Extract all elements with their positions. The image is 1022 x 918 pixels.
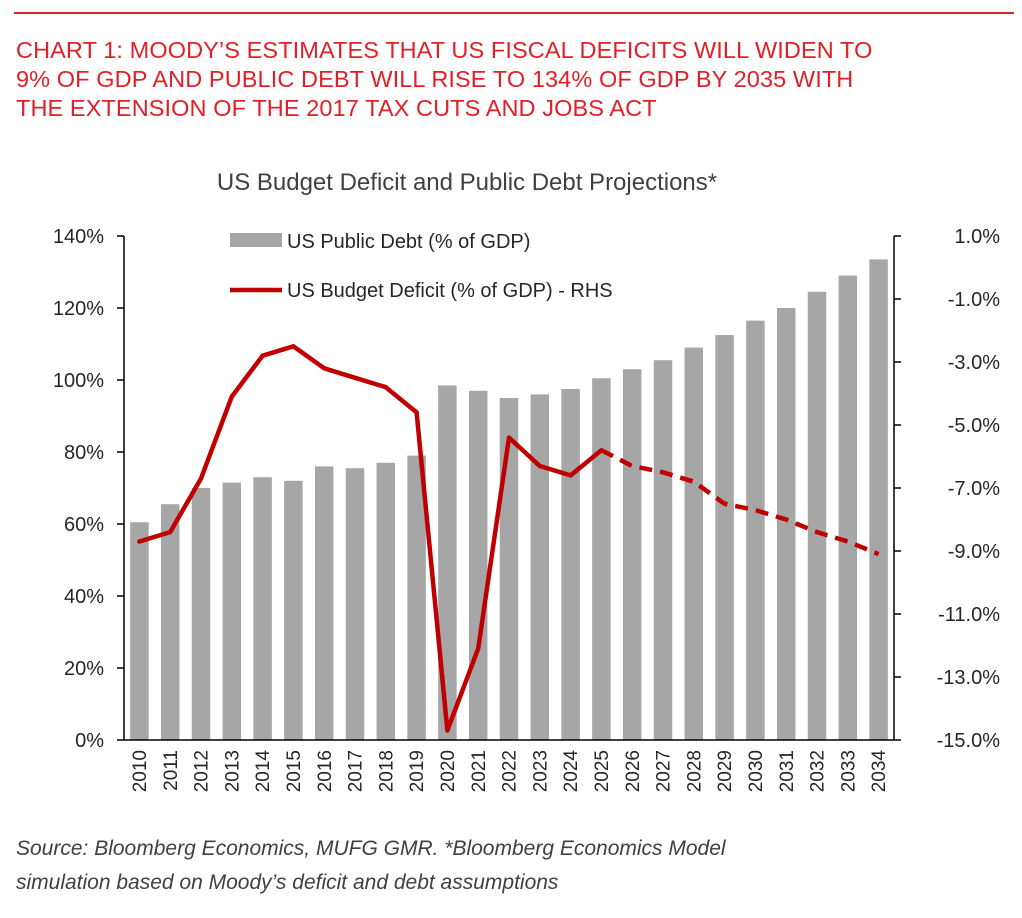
debt-bar-2031	[776, 308, 796, 740]
x-tick-label: 2010	[130, 750, 151, 792]
x-tick-label: 2029	[715, 750, 736, 792]
line-layer	[137, 344, 880, 733]
legend-label-deficit: US Budget Deficit (% of GDP) - RHS	[287, 280, 613, 302]
debt-bar-2015	[284, 480, 303, 740]
x-tick-label: 2016	[315, 750, 336, 792]
debt-bar-2032	[807, 291, 827, 740]
x-tick-label: 2018	[376, 750, 397, 792]
deficit-line-actual	[137, 344, 604, 733]
source-line-1: Source: Bloomberg Economics, MUFG GMR. *…	[16, 837, 726, 860]
debt-bar-2018	[376, 462, 396, 740]
headline-line-2: 9% OF GDP AND PUBLIC DEBT WILL RISE TO 1…	[16, 66, 854, 92]
debt-bar-2028	[684, 347, 704, 740]
axes-layer: 0% 20% 40% 60% 80% 100% 120% 140% -15.0% -13.0% -1…	[53, 226, 1000, 792]
y-left-tick-label: 100%	[53, 370, 104, 392]
deficit-line-projection	[600, 448, 880, 557]
debt-bar-2012	[191, 488, 211, 740]
x-tick-label: 2013	[222, 750, 243, 792]
top-rule	[14, 12, 1014, 14]
y-left-tick-label: 140%	[53, 226, 104, 248]
y-right-tick-label: -5.0%	[948, 415, 1000, 437]
y-right-tick-label: -3.0%	[948, 352, 1000, 374]
headline-line-1: CHART 1: MOODY’S ESTIMATES THAT US FISCA…	[16, 37, 873, 63]
source-line-2: simulation based on Moody’s deficit and …	[16, 871, 559, 894]
x-tick-label: 2015	[284, 750, 305, 792]
debt-bar-2014	[253, 477, 272, 740]
debt-bar-2020	[438, 385, 457, 740]
x-tick-label: 2025	[592, 750, 613, 792]
debt-bar-2017	[345, 468, 365, 740]
debt-bar-2034	[869, 259, 888, 740]
x-tick-label: 2011	[161, 750, 182, 791]
legend-swatch-debt	[230, 233, 282, 247]
y-right-tick-label: -7.0%	[948, 478, 1000, 500]
x-tick-label: 2026	[623, 750, 644, 792]
source-note: Source: Bloomberg Economics, MUFG GMR. *…	[16, 832, 1016, 900]
chart-title: US Budget Deficit and Public Debt Projec…	[217, 169, 717, 196]
x-tick-label: 2019	[407, 750, 428, 792]
debt-bar-2024	[561, 389, 580, 740]
x-tick-label: 2020	[438, 750, 459, 792]
legend: US Public Debt (% of GDP) US Budget Defi…	[230, 231, 613, 302]
debt-bar-2030	[746, 320, 765, 740]
chart-headline: CHART 1: MOODY’S ESTIMATES THAT US FISCA…	[16, 36, 1016, 123]
debt-bar-2013	[222, 482, 242, 740]
y-right-tick-label: -11.0%	[938, 604, 1000, 626]
debt-bar-2027	[653, 360, 673, 740]
y-right-tick-label: -15.0%	[937, 730, 1001, 752]
x-tick-label: 2030	[746, 750, 767, 792]
debt-bar-2033	[838, 275, 858, 740]
headline-line-3: THE EXTENSION OF THE 2017 TAX CUTS AND J…	[16, 95, 657, 121]
debt-bar-2026	[622, 369, 642, 740]
y-right-tick-label: -13.0%	[937, 667, 1001, 689]
x-tick-label: 2033	[838, 750, 859, 792]
y-left-tick-label: 60%	[64, 514, 104, 536]
x-tick-label: 2023	[530, 750, 551, 792]
y-left-tick-label: 80%	[64, 442, 104, 464]
bars-layer	[130, 259, 888, 740]
x-tick-label: 2034	[869, 750, 890, 793]
y-left-tick-label: 0%	[75, 730, 104, 752]
x-tick-label: 2031	[777, 750, 798, 792]
debt-bar-2025	[592, 378, 611, 740]
y-left-tick-label: 20%	[64, 658, 104, 680]
debt-bar-2023	[530, 394, 550, 740]
debt-bar-2019	[407, 455, 426, 740]
x-tick-label: 2017	[346, 750, 367, 792]
debt-bar-2029	[715, 335, 734, 740]
x-tick-label: 2021	[469, 750, 490, 792]
legend-label-debt: US Public Debt (% of GDP)	[287, 231, 530, 253]
y-left-tick-label: 120%	[53, 298, 104, 320]
x-tick-label: 2012	[192, 750, 213, 792]
x-tick-label: 2024	[561, 750, 582, 793]
y-left-tick-label: 40%	[64, 586, 104, 608]
x-tick-label: 2032	[808, 750, 829, 792]
x-tick-label: 2027	[654, 750, 675, 792]
debt-bar-2010	[130, 522, 149, 740]
debt-bar-2021	[468, 390, 488, 740]
x-tick-label: 2022	[500, 750, 521, 792]
debt-bar-2016	[314, 466, 334, 740]
x-tick-label: 2028	[684, 750, 705, 792]
y-right-tick-label: -9.0%	[948, 541, 1000, 563]
x-tick-label: 2014	[253, 750, 274, 793]
y-right-tick-label: 1.0%	[954, 226, 1000, 248]
debt-bar-2011	[160, 504, 180, 740]
y-right-tick-label: -1.0%	[948, 289, 1000, 311]
